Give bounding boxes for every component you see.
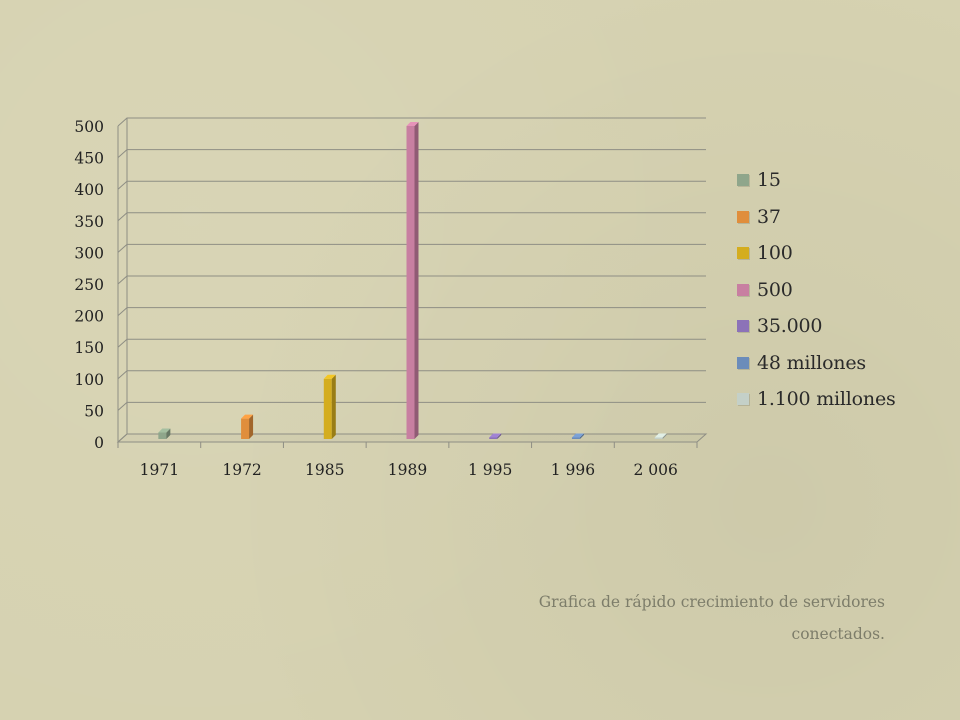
legend-swatch: [737, 283, 749, 296]
y-tick-label: 200: [74, 308, 104, 326]
x-tick-label: 1 995: [468, 461, 512, 479]
legend-item: 37: [737, 199, 952, 236]
bar: [323, 374, 336, 439]
legend-label: 37: [757, 205, 781, 228]
y-tick-label: 0: [94, 434, 104, 452]
y-tick-label: 350: [74, 213, 104, 231]
caption-line-2: conectados.: [791, 625, 885, 643]
legend-swatch: [737, 210, 749, 223]
bar: [654, 433, 667, 439]
y-tick-label: 250: [74, 276, 104, 294]
legend-swatch: [737, 320, 749, 333]
y-tick-label: 300: [74, 244, 104, 262]
legend-label: 100: [757, 242, 793, 265]
bar: [406, 122, 419, 439]
legend-swatch: [737, 393, 749, 406]
x-tick-label: 1 996: [551, 461, 595, 479]
bar: [241, 414, 254, 439]
x-tick-label: 1972: [222, 461, 261, 479]
legend-label: 15: [757, 169, 781, 192]
bar: [489, 433, 502, 439]
chart-caption: Grafica de rápido crecimiento de servido…: [425, 586, 885, 650]
x-tick-label: 1985: [305, 461, 344, 479]
legend-item: 48 millones: [737, 345, 952, 382]
legend-label: 48 millones: [757, 351, 866, 374]
chart-tick-labels: 0 50 100 150 200 250 300 350 400 450 500 1971 1972 19…: [74, 118, 677, 479]
legend-item: 500: [737, 272, 952, 309]
caption-line-1: Grafica de rápido crecimiento de servido…: [538, 593, 885, 611]
legend-label: 35.000: [757, 315, 823, 338]
x-tick-label: 1989: [388, 461, 427, 479]
legend-swatch: [737, 174, 749, 187]
x-tick-label: 2 006: [633, 461, 677, 479]
legend-swatch: [737, 247, 749, 260]
legend-item: 100: [737, 235, 952, 272]
chart-bars: [158, 122, 667, 439]
legend-swatch: [737, 356, 749, 369]
legend-item: 15: [737, 162, 952, 199]
x-tick-label: 1971: [140, 461, 179, 479]
y-tick-label: 50: [84, 402, 104, 420]
y-tick-label: 100: [74, 371, 104, 389]
legend-item: 35.000: [737, 308, 952, 345]
legend-item: 1.100 millones: [737, 381, 952, 418]
y-tick-label: 400: [74, 181, 104, 199]
y-tick-label: 450: [74, 150, 104, 168]
bar: [571, 433, 584, 439]
chart-legend: 15 37 100 500 35.000 48 millones 1.100 millone…: [737, 162, 952, 418]
bar: [158, 428, 171, 439]
legend-label: 500: [757, 278, 793, 301]
chart-axes: [116, 118, 708, 448]
chart-floor: [116, 433, 708, 443]
y-tick-label: 500: [74, 118, 104, 136]
legend-label: 1.100 millones: [757, 388, 896, 411]
y-tick-label: 150: [74, 339, 104, 357]
